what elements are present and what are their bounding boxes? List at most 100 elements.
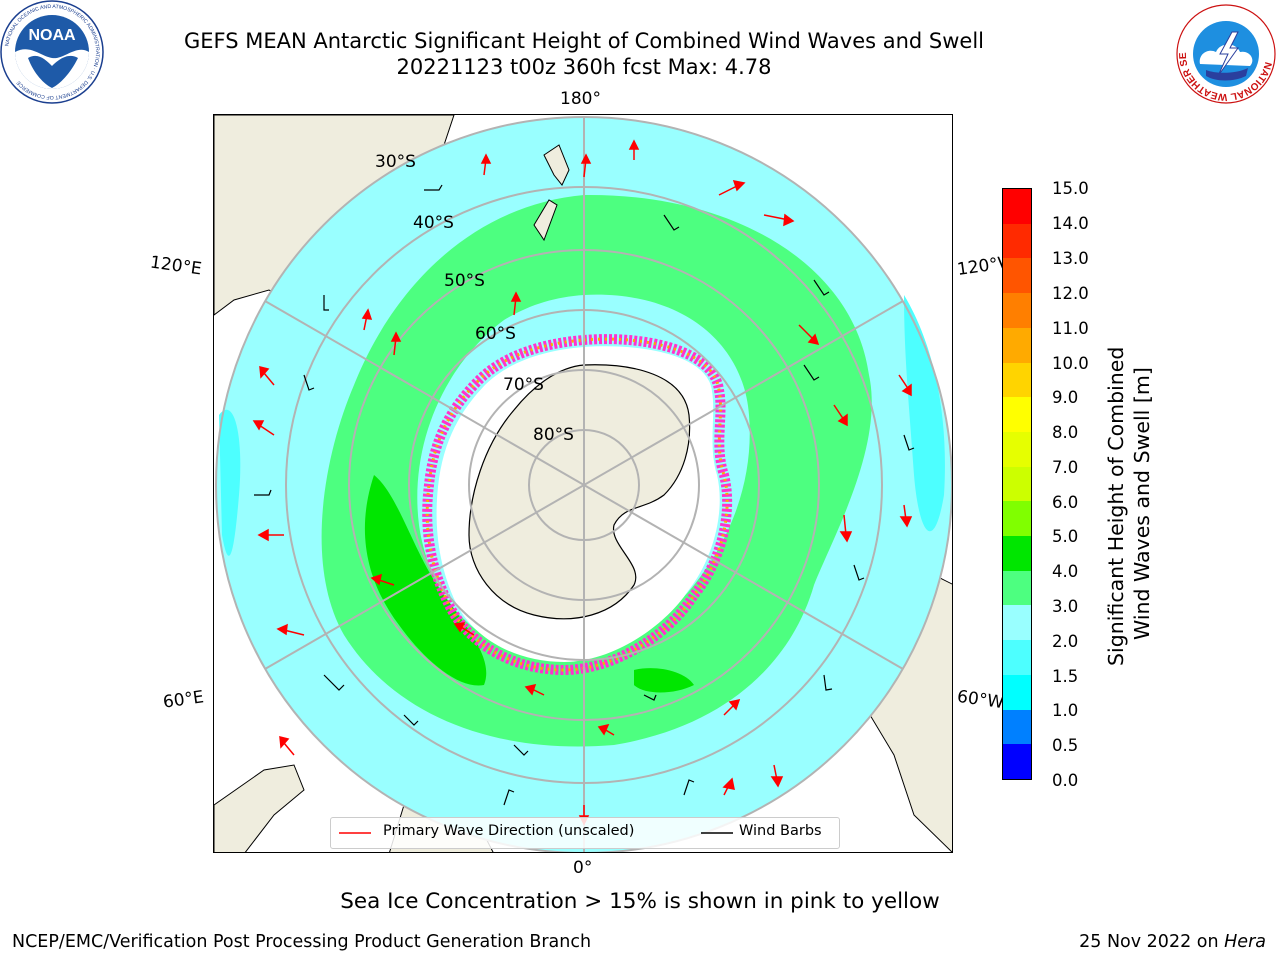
wind-barb — [254, 489, 272, 496]
wave-arrow — [259, 366, 275, 386]
noaa-logo-text: NOAA — [28, 27, 76, 44]
wind-barb — [803, 364, 820, 381]
wave-arrow — [524, 683, 545, 696]
lon-label-60e: 60°E — [161, 687, 206, 713]
wave-arrow — [370, 573, 395, 586]
lon-label-60w: 60°W — [955, 686, 1006, 714]
wave-arrow — [257, 528, 284, 542]
map-legend: Primary Wave Direction (unscaled) Wind B… — [330, 817, 840, 849]
colorbar-label-1: Significant Height of Combined — [1104, 346, 1128, 666]
wind-barb — [323, 674, 345, 691]
wave-arrow — [722, 777, 735, 796]
wave-arrow — [628, 139, 640, 160]
cb-tick: 14.0 — [1052, 214, 1089, 233]
lon-label-180: 180° — [560, 89, 601, 109]
cb-tick: 1.0 — [1052, 701, 1079, 720]
footer-date-text: 25 Nov 2022 on — [1079, 932, 1225, 952]
wind-barb — [683, 779, 695, 796]
wind-barb — [823, 674, 833, 691]
colorbar-label-2: Wind Waves and Swell [m] — [1130, 367, 1154, 640]
cb-tick: 4.0 — [1052, 562, 1079, 581]
wave-arrow — [833, 404, 848, 427]
cb-tick: 9.0 — [1052, 388, 1079, 407]
wind-barb — [303, 374, 315, 391]
cb-1 — [1003, 709, 1031, 745]
cb-tick: 5.0 — [1052, 527, 1079, 546]
wind-barb — [903, 434, 915, 451]
wave-arrow — [723, 698, 741, 716]
wave-arrow — [252, 420, 275, 436]
cb-15 — [1003, 189, 1031, 224]
wave-arrow — [453, 622, 475, 636]
wind-barb — [513, 744, 529, 756]
map-canvas — [214, 115, 952, 852]
wave-arrow — [798, 324, 820, 346]
cb-4 — [1003, 570, 1031, 606]
cb-6 — [1003, 501, 1031, 537]
lat-label-50s: 50°S — [444, 271, 485, 291]
footer-host: Hera — [1224, 932, 1266, 952]
cb-tick: 15.0 — [1052, 179, 1089, 198]
colorbar — [1002, 188, 1032, 780]
cb-14 — [1003, 223, 1031, 259]
lat-label-30s: 30°S — [375, 152, 416, 172]
cb-tick: 11.0 — [1052, 319, 1089, 338]
nws-logo: NATIONAL WEATHER SERVICE — [1176, 4, 1276, 104]
footer-branch: NCEP/EMC/Verification Post Processing Pr… — [12, 932, 592, 952]
wave-arrow — [279, 736, 295, 756]
cb-13 — [1003, 258, 1031, 294]
footer-date: 25 Nov 2022 on Hera — [1079, 932, 1266, 952]
cb-tick: 12.0 — [1052, 284, 1089, 303]
wave-arrow — [763, 213, 795, 227]
cb-05 — [1003, 744, 1031, 779]
wave-arrow — [510, 291, 522, 316]
cb-tick: 10.0 — [1052, 354, 1089, 373]
cb-2 — [1003, 640, 1031, 675]
lat-label-40s: 40°S — [413, 213, 454, 233]
graticule — [215, 116, 952, 852]
cb-tick: 2.0 — [1052, 632, 1079, 651]
polar-map — [213, 114, 953, 853]
noaa-logo: NOAA NATIONAL OCEANIC AND ATMOSPHERIC AD… — [0, 0, 104, 104]
wind-barb — [643, 694, 657, 701]
cb-7 — [1003, 466, 1031, 502]
wind-barb — [813, 279, 830, 296]
wave-arrow — [898, 374, 912, 397]
cb-3 — [1003, 605, 1031, 641]
wave-arrow — [480, 153, 492, 176]
cb-11 — [1003, 327, 1031, 363]
lat-label-80s: 80°S — [533, 425, 574, 445]
cb-tick: 0.5 — [1052, 736, 1079, 755]
wind-barbs — [254, 184, 915, 806]
wind-barb — [424, 184, 443, 191]
cb-tick: 13.0 — [1052, 249, 1089, 268]
wave-arrow — [718, 180, 746, 196]
cb-tick: 7.0 — [1052, 458, 1079, 477]
wave-arrow — [770, 764, 784, 788]
wind-barb — [663, 214, 680, 231]
cb-15b — [1003, 674, 1031, 710]
cb-8 — [1003, 431, 1031, 467]
cb-tick: 0.0 — [1052, 771, 1079, 790]
wave-arrow — [597, 723, 615, 736]
wave-arrow — [276, 623, 305, 636]
cb-5 — [1003, 536, 1031, 571]
wave-arrow — [580, 153, 592, 178]
wave-arrows — [252, 139, 913, 826]
cb-tick: 1.5 — [1052, 667, 1079, 686]
cb-12 — [1003, 293, 1031, 328]
cb-9 — [1003, 397, 1031, 432]
legend-wave-direction: Primary Wave Direction (unscaled) — [383, 823, 635, 839]
lat-label-70s: 70°S — [503, 375, 544, 395]
cb-tick: 8.0 — [1052, 423, 1079, 442]
wave-arrow — [361, 308, 373, 331]
wind-barb — [853, 564, 865, 581]
sea-ice-caption: Sea Ice Concentration > 15% is shown in … — [340, 889, 940, 914]
wind-barb — [323, 295, 329, 311]
cb-10 — [1003, 362, 1031, 398]
cb-tick: 3.0 — [1052, 597, 1079, 616]
wave-arrow — [390, 331, 402, 356]
cb-tick: 6.0 — [1052, 493, 1079, 512]
wind-barb — [403, 714, 419, 726]
wave-arrow — [899, 504, 913, 528]
